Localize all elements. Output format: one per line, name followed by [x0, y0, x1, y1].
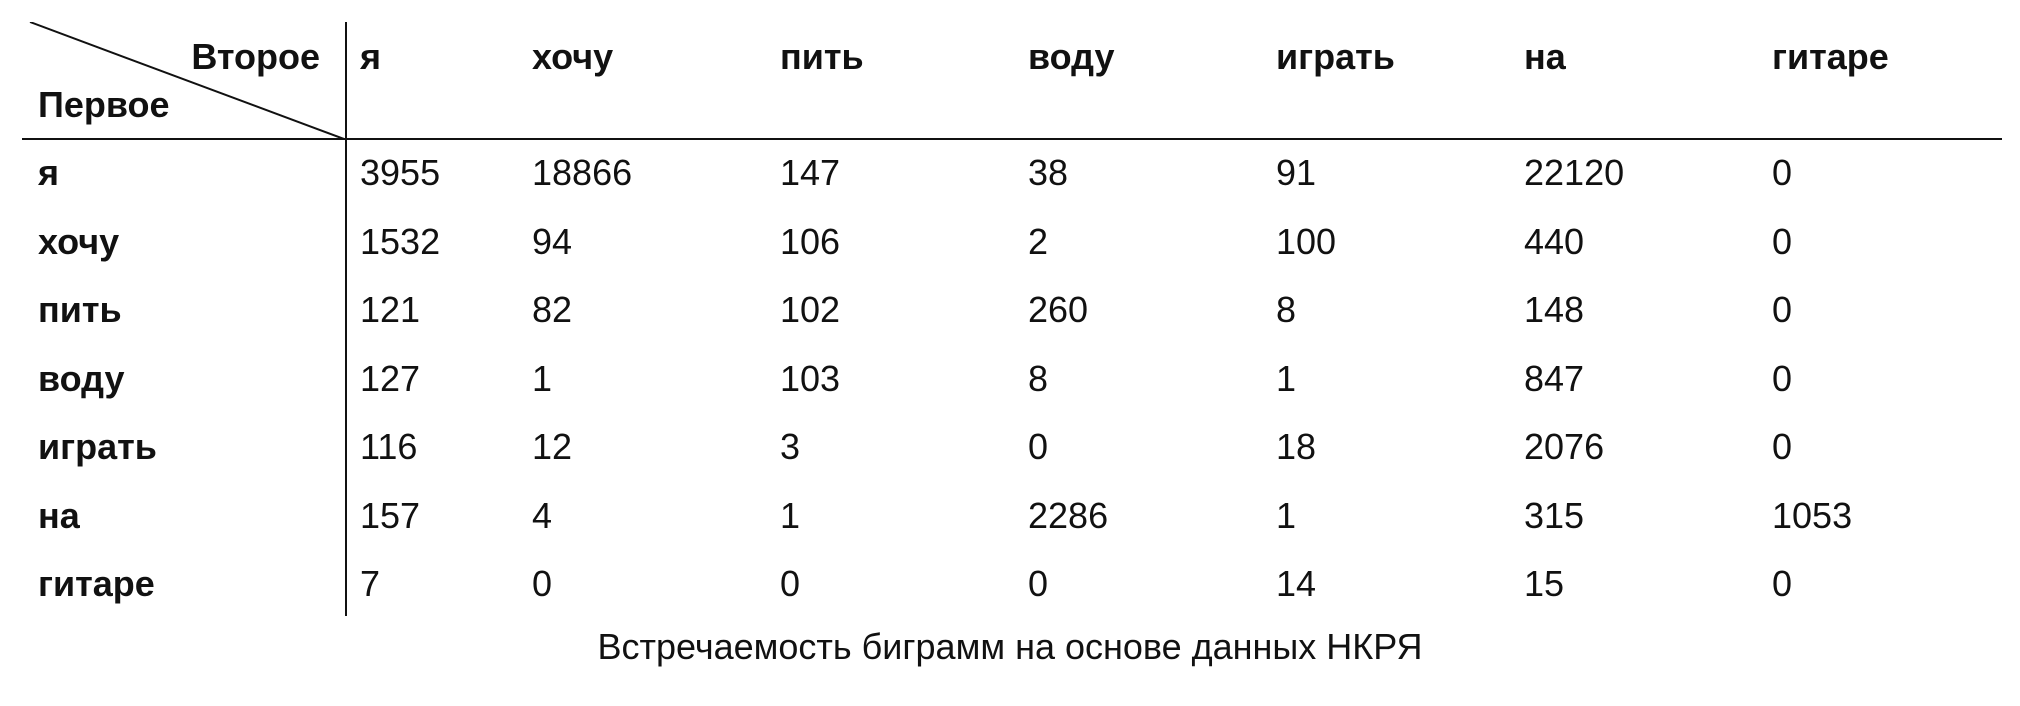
corner-cell: Второе Первое — [22, 22, 344, 139]
table-cell: 1532 — [360, 220, 441, 262]
column-header-divider — [22, 138, 2002, 140]
table-row: гитаре 7 0 0 0 14 15 0 — [22, 550, 2002, 619]
table-cell: 260 — [1028, 289, 1089, 331]
column-header: воду — [1028, 36, 1115, 77]
row-header: хочу — [38, 220, 120, 262]
table-row: играть 116 12 3 0 18 2076 0 — [22, 413, 2002, 482]
table-cell: 0 — [532, 563, 553, 605]
table-cell: 0 — [1028, 426, 1049, 468]
table-cell: 15 — [1524, 563, 1565, 605]
column-header: пить — [780, 36, 864, 77]
table-cell: 38 — [1028, 152, 1069, 194]
table-cell: 2286 — [1028, 494, 1109, 536]
table-cell: 0 — [1772, 289, 1793, 331]
table-cell: 847 — [1524, 357, 1585, 399]
table-row: воду 127 1 103 8 1 847 0 — [22, 345, 2002, 414]
table-cell: 94 — [532, 220, 573, 262]
table-cell: 1 — [1276, 494, 1297, 536]
row-header: пить — [38, 289, 122, 331]
table-cell: 18 — [1276, 426, 1317, 468]
table-cell: 7 — [360, 563, 381, 605]
row-header: воду — [38, 357, 125, 399]
table-cell: 1053 — [1772, 494, 1853, 536]
table-cell: 0 — [1772, 152, 1793, 194]
row-header-divider — [345, 22, 347, 616]
table-row: на 157 4 1 2286 1 315 1053 — [22, 482, 2002, 551]
table-cell: 1 — [780, 494, 801, 536]
table-cell: 102 — [780, 289, 841, 331]
table-cell: 0 — [1772, 426, 1793, 468]
column-header: играть — [1276, 36, 1395, 77]
corner-row-label: Первое — [38, 84, 170, 125]
table-cell: 0 — [1772, 563, 1793, 605]
table-cell: 91 — [1276, 152, 1317, 194]
row-header: гитаре — [38, 563, 155, 605]
table-cell: 3 — [780, 426, 801, 468]
table-cell: 8 — [1028, 357, 1049, 399]
table-row: я 3955 18866 147 38 91 22120 0 — [22, 139, 2002, 208]
table-caption: Встречаемость биграмм на основе данных Н… — [597, 626, 1423, 667]
table-cell: 82 — [532, 289, 573, 331]
table-cell: 3955 — [360, 152, 441, 194]
table-cell: 18866 — [532, 152, 633, 194]
table-row: пить 121 82 102 260 8 148 0 — [22, 276, 2002, 345]
table-cell: 127 — [360, 357, 421, 399]
table-cell: 440 — [1524, 220, 1585, 262]
table-cell: 147 — [780, 152, 841, 194]
table-cell: 14 — [1276, 563, 1317, 605]
corner-column-label: Второе — [191, 36, 320, 77]
column-header: гитаре — [1772, 36, 1889, 77]
table-header-row: Второе Первое я хочу пить воду играть на… — [22, 22, 2002, 139]
table-row: хочу 1532 94 106 2 100 440 0 — [22, 208, 2002, 277]
row-header: я — [38, 152, 60, 194]
column-header: на — [1524, 36, 1566, 77]
table-cell: 1 — [532, 357, 553, 399]
row-header: играть — [38, 426, 157, 468]
column-header: я — [360, 36, 382, 77]
table-cell: 1 — [1276, 357, 1297, 399]
table-cell: 0 — [1772, 220, 1793, 262]
table-cell: 100 — [1276, 220, 1337, 262]
table-cell: 0 — [780, 563, 801, 605]
table-cell: 116 — [360, 426, 418, 468]
table-cell: 12 — [532, 426, 573, 468]
table-cell: 103 — [780, 357, 841, 399]
table-cell: 4 — [532, 494, 553, 536]
table-cell: 148 — [1524, 289, 1585, 331]
table-cell: 106 — [780, 220, 841, 262]
table-cell: 157 — [360, 494, 421, 536]
table-cell: 0 — [1028, 563, 1049, 605]
row-header: на — [38, 494, 80, 536]
bigram-table: Второе Первое я хочу пить воду играть на… — [22, 22, 2002, 619]
corner-diagonal-line — [29, 22, 344, 139]
column-header: хочу — [532, 36, 614, 77]
table-cell: 8 — [1276, 289, 1297, 331]
table-cell: 121 — [360, 289, 421, 331]
table-cell: 2 — [1028, 220, 1049, 262]
table-cell: 22120 — [1524, 152, 1625, 194]
table-cell: 2076 — [1524, 426, 1605, 468]
table-cell: 315 — [1524, 494, 1585, 536]
table-cell: 0 — [1772, 357, 1793, 399]
